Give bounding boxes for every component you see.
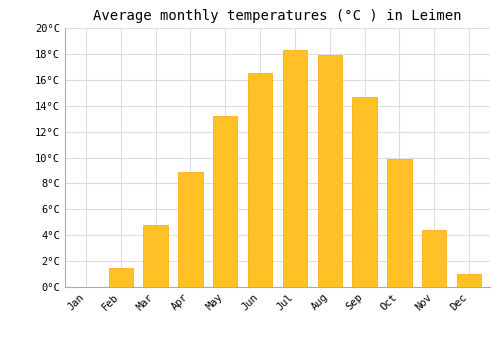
Bar: [352, 97, 377, 287]
Bar: [213, 116, 238, 287]
Bar: [178, 172, 203, 287]
Bar: [422, 230, 446, 287]
Title: Average monthly temperatures (°C ) in Leimen: Average monthly temperatures (°C ) in Le…: [93, 9, 462, 23]
Bar: [318, 55, 342, 287]
Bar: [248, 74, 272, 287]
Bar: [387, 159, 411, 287]
Bar: [282, 50, 307, 287]
Bar: [457, 274, 481, 287]
Bar: [108, 267, 133, 287]
Bar: [144, 225, 168, 287]
